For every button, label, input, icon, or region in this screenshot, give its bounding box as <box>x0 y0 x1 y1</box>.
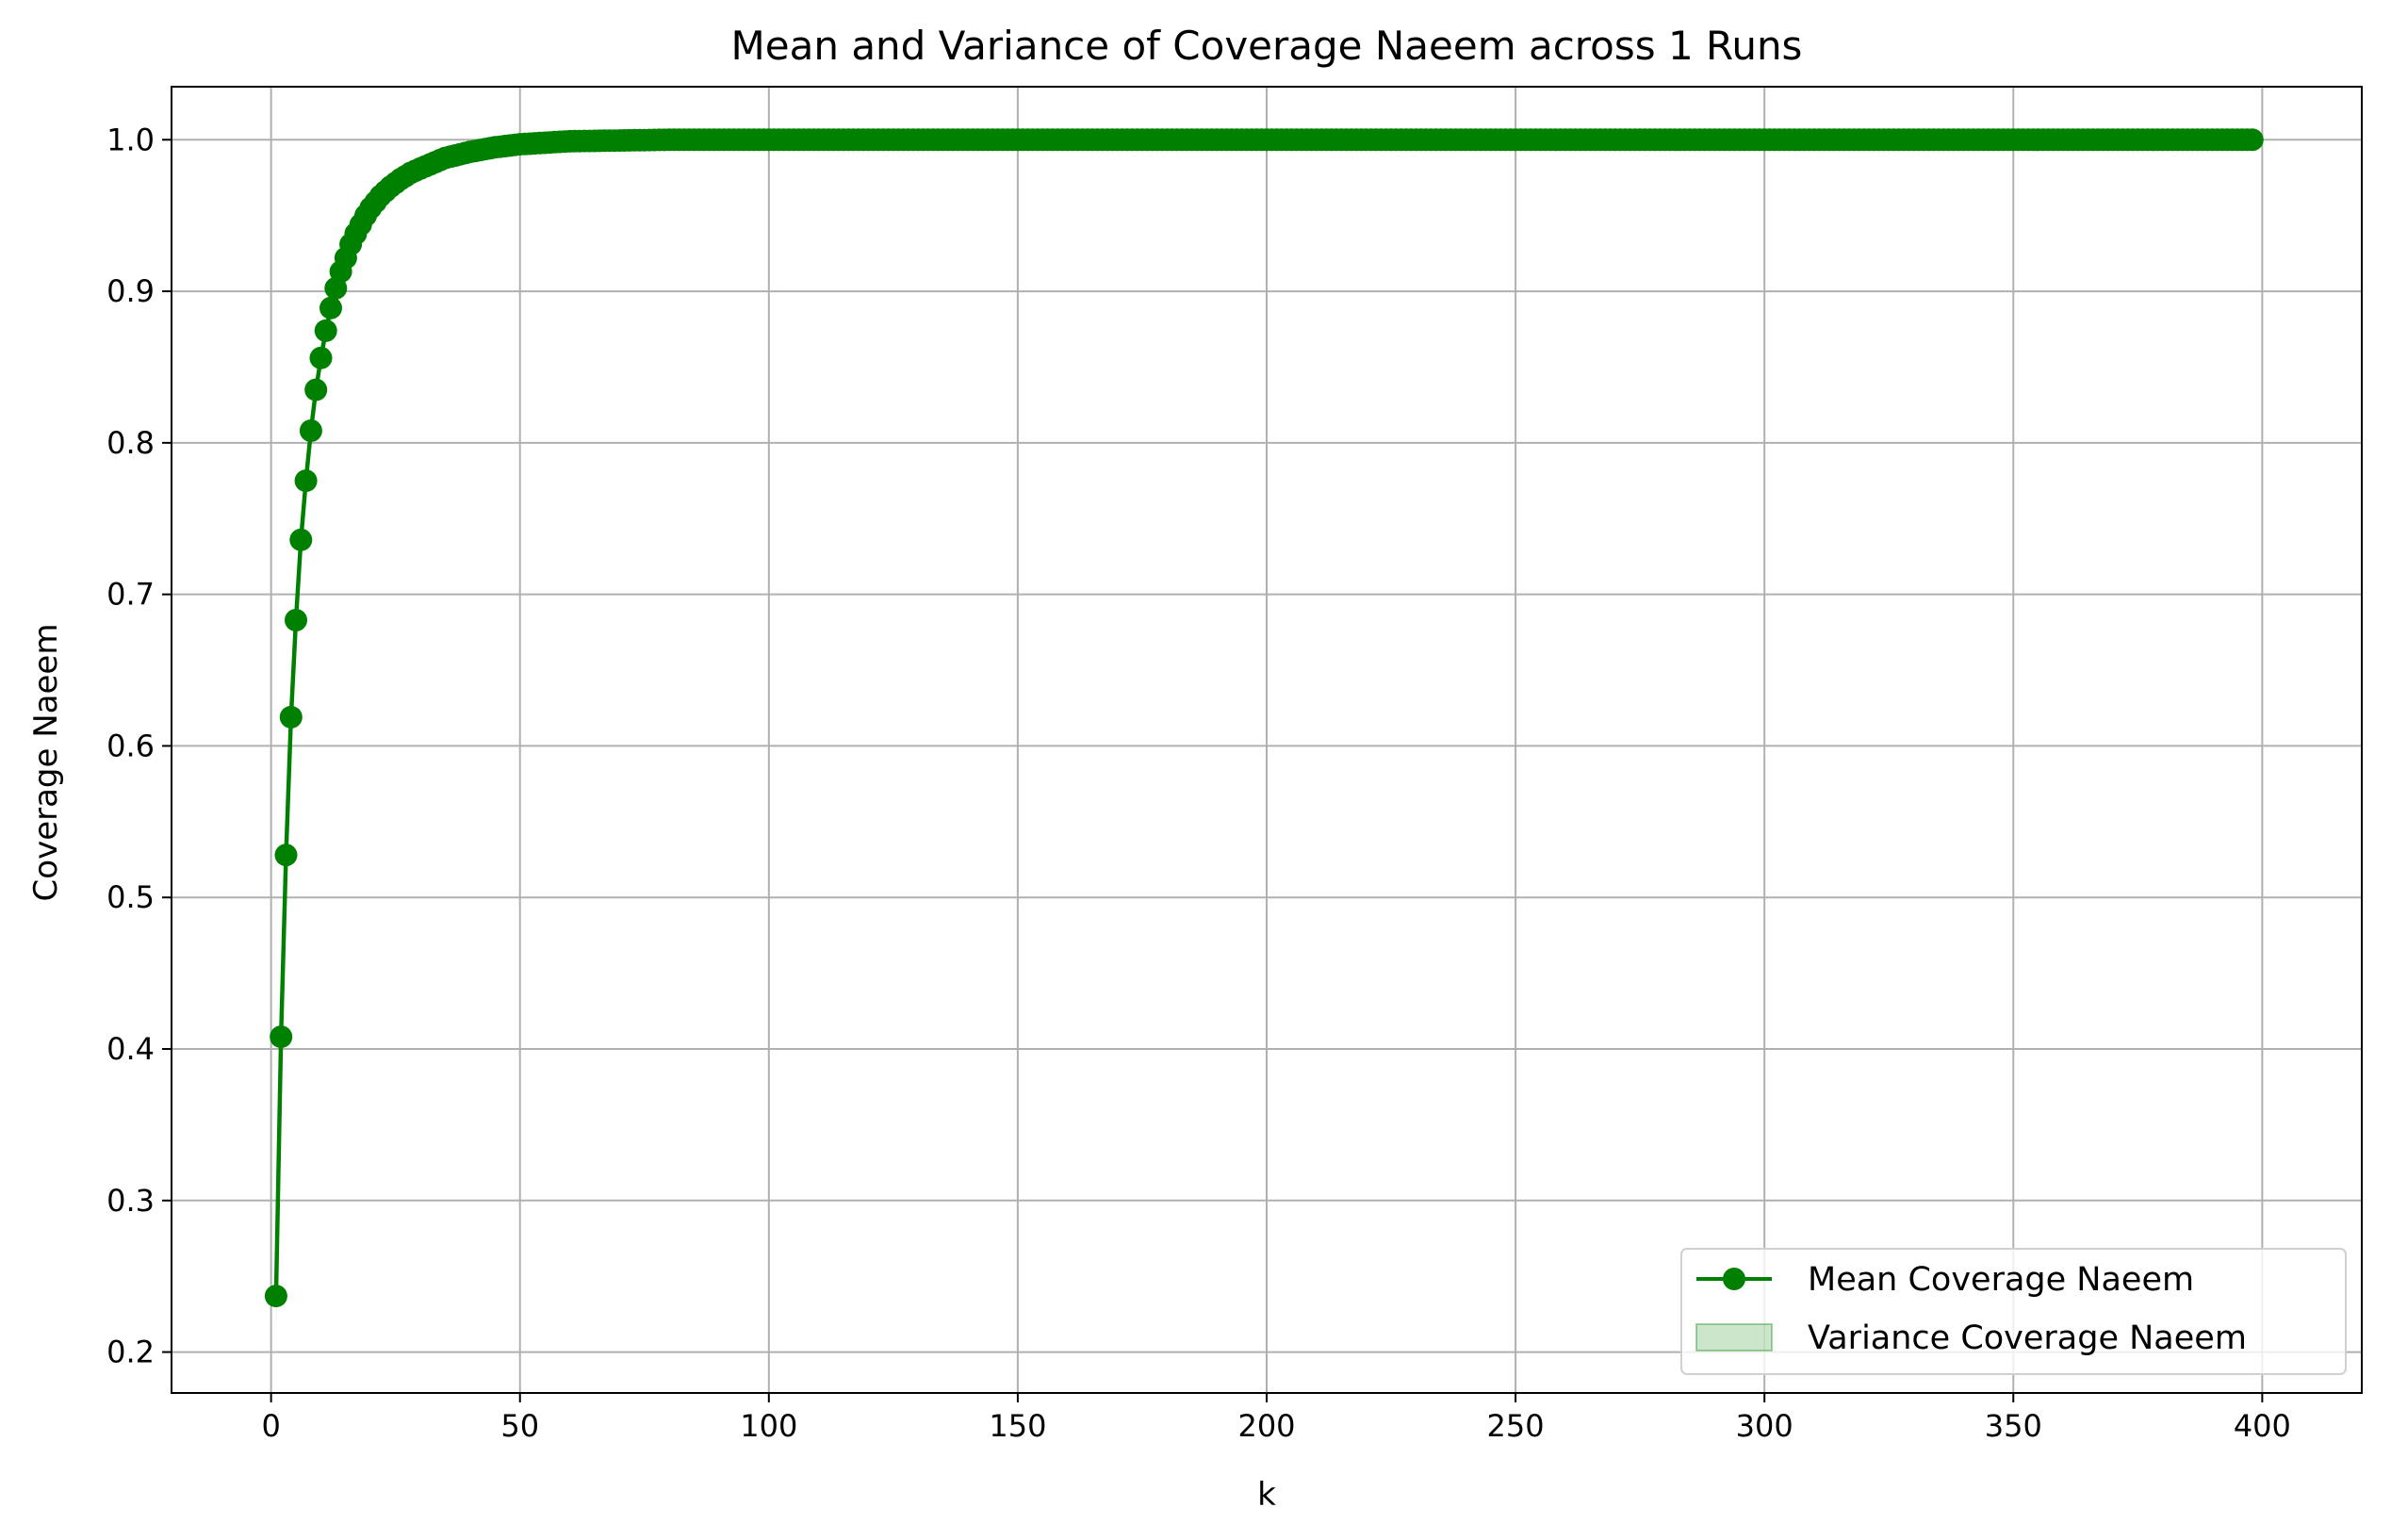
legend-variance-label: Variance Coverage Naeem <box>1808 1319 2247 1357</box>
y-tick-label: 0.9 <box>106 273 155 309</box>
y-tick-label: 0.8 <box>106 425 155 461</box>
legend-mean-label: Mean Coverage Naeem <box>1808 1261 2194 1299</box>
chart-title: Mean and Variance of Coverage Naeem acro… <box>731 23 1803 69</box>
x-tick-label: 250 <box>1487 1408 1545 1444</box>
x-tick-label: 0 <box>261 1408 280 1444</box>
x-tick-label: 50 <box>500 1408 539 1444</box>
x-tick-label: 200 <box>1237 1408 1295 1444</box>
y-tick-label: 1.0 <box>106 122 155 157</box>
legend-variance-swatch <box>1695 1323 1773 1352</box>
legend-mean-marker-swatch <box>1723 1268 1745 1290</box>
legend-box <box>1680 1248 2347 1375</box>
x-axis-label: k <box>1257 1476 1276 1514</box>
x-tick-label: 300 <box>1736 1408 1793 1444</box>
mean-marker <box>270 1025 293 1049</box>
y-tick-label: 0.5 <box>106 879 155 915</box>
mean-marker <box>294 469 318 493</box>
mean-marker <box>289 528 313 551</box>
y-tick-label: 0.2 <box>106 1335 155 1370</box>
y-tick-label: 0.6 <box>106 728 155 763</box>
x-tick-label: 150 <box>989 1408 1046 1444</box>
mean-marker <box>314 319 337 342</box>
mean-marker <box>2240 128 2264 152</box>
mean-markers-layer <box>264 128 2264 1308</box>
y-tick-label: 0.4 <box>106 1031 155 1067</box>
mean-marker <box>304 378 328 401</box>
mean-marker <box>264 1285 287 1308</box>
y-axis-ticks: 0.2 0.3 0.4 0.5 0.6 0.7 0.8 0.9 1.0 <box>106 122 172 1370</box>
mean-marker <box>309 346 333 369</box>
x-axis-ticks: 0 50 100 150 200 250 300 350 400 <box>261 1393 2291 1444</box>
mean-marker <box>285 609 307 631</box>
y-tick-label: 0.7 <box>106 577 155 613</box>
mean-marker <box>279 705 303 729</box>
x-tick-label: 400 <box>2234 1408 2291 1444</box>
x-tick-label: 100 <box>740 1408 797 1444</box>
mean-marker <box>299 419 322 442</box>
y-tick-label: 0.3 <box>106 1183 155 1219</box>
x-tick-label: 350 <box>1985 1408 2042 1444</box>
mean-marker <box>319 296 342 319</box>
mean-marker <box>274 844 298 867</box>
legend: Mean Coverage Naeem Variance Coverage Na… <box>1680 1248 2347 1375</box>
y-axis-label: Coverage Naeem <box>27 624 65 902</box>
